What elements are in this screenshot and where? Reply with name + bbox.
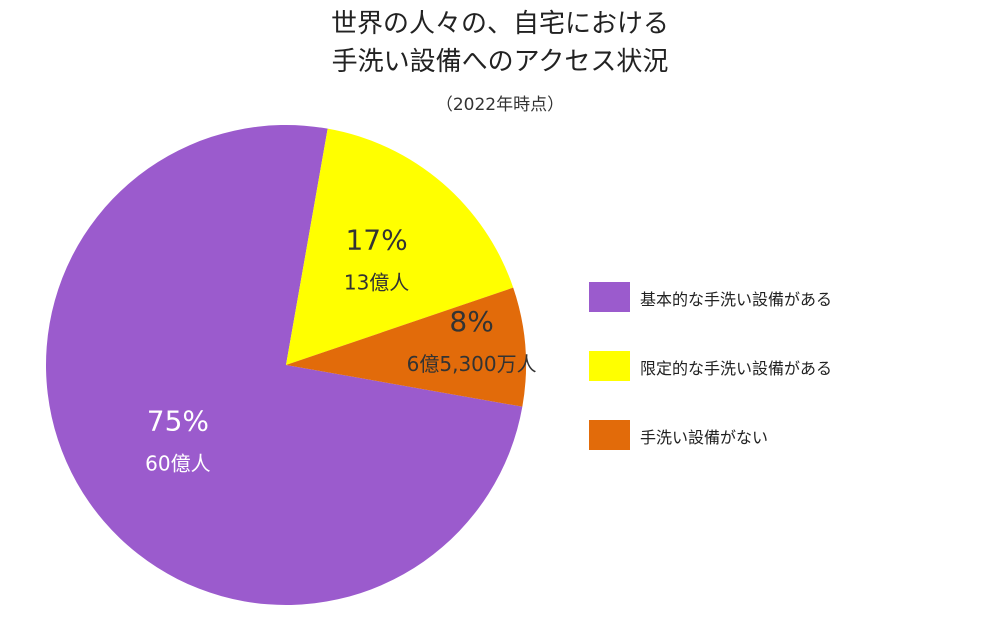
slice-percent-label-none: 8% (449, 305, 493, 338)
pie-labels: 75% 60億人 17% 13億人 8% 6億5,300万人 (145, 223, 536, 475)
legend-label-limited: 限定的な手洗い設備がある (640, 359, 833, 378)
pie-slice-limited (286, 128, 514, 365)
pie-slice-basic (46, 124, 523, 605)
legend-swatch-basic (589, 282, 630, 312)
pie-slice-none (286, 287, 526, 407)
legend-swatch-none (589, 420, 630, 450)
chart-subtitle: （2022年時点） (435, 95, 565, 115)
slice-count-label-none: 6億5,300万人 (407, 352, 537, 376)
slice-count-label-limited: 13億人 (344, 270, 409, 294)
slice-count-label-basic: 60億人 (145, 452, 210, 476)
legend-label-basic: 基本的な手洗い設備がある (640, 290, 833, 309)
pie-slices (46, 124, 526, 605)
chart-title-line-2: 手洗い設備へのアクセス状況 (331, 47, 669, 77)
legend-swatch-limited (589, 351, 630, 381)
chart-title-line-1: 世界の人々の、自宅における (330, 9, 669, 39)
legend-label-none: 手洗い設備がない (640, 428, 769, 447)
slice-percent-label-limited: 17% (345, 223, 407, 256)
slice-percent-label-basic: 75% (147, 405, 209, 438)
